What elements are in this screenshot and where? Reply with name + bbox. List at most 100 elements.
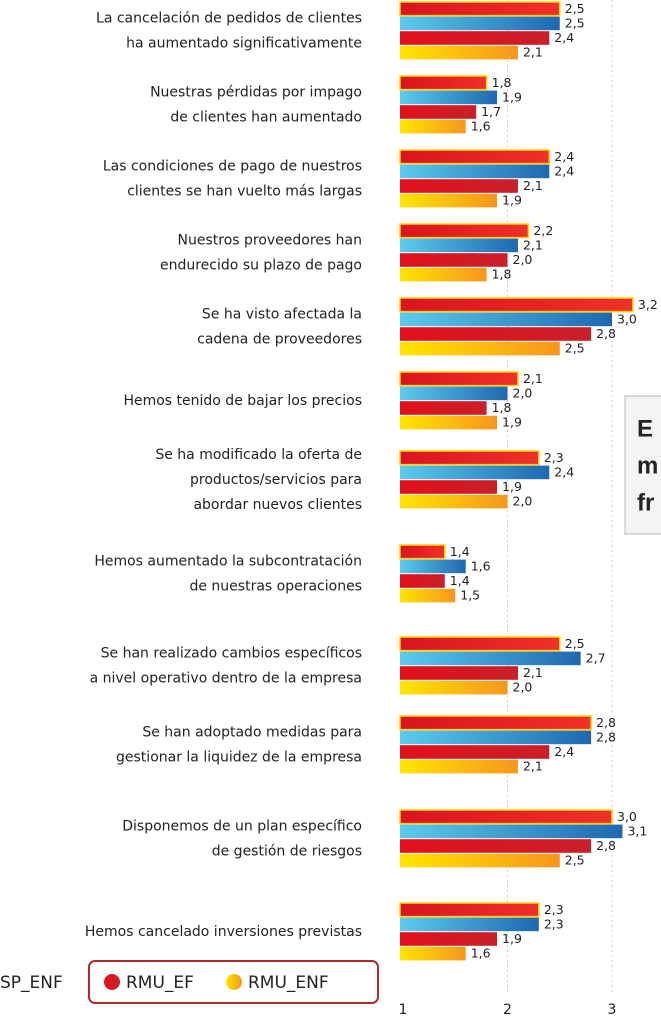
bar bbox=[399, 809, 613, 825]
bar bbox=[400, 917, 539, 932]
bar bbox=[400, 839, 592, 853]
category-label: Hemos cancelado inversiones previstas bbox=[85, 924, 362, 940]
bar bbox=[400, 341, 560, 356]
value-label: 3,2 bbox=[638, 297, 658, 312]
bar bbox=[400, 415, 498, 430]
bar bbox=[400, 745, 550, 759]
x-tick-label: 3 bbox=[608, 1002, 617, 1018]
bar bbox=[400, 946, 466, 961]
annotation-text: fr bbox=[637, 489, 654, 516]
bar bbox=[400, 480, 498, 494]
category-label: La cancelación de pedidos de clientes bbox=[96, 11, 362, 27]
category-label: de clientes han aumentado bbox=[170, 110, 362, 126]
bar bbox=[400, 494, 508, 509]
value-label: 2,5 bbox=[565, 1, 585, 16]
bar bbox=[400, 588, 456, 603]
category-label: a nivel operativo dentro de la empresa bbox=[90, 671, 362, 687]
legend-label: SP_ENF bbox=[0, 973, 63, 993]
legend-label: RMU_EF bbox=[126, 973, 194, 993]
value-label: 1,9 bbox=[502, 479, 522, 494]
bar bbox=[400, 119, 466, 134]
bar bbox=[399, 544, 446, 560]
value-label: 3,1 bbox=[627, 823, 647, 838]
value-label: 2,5 bbox=[565, 853, 585, 868]
value-label: 2,1 bbox=[523, 178, 543, 193]
value-label: 2,4 bbox=[554, 464, 574, 479]
value-label: 1,9 bbox=[502, 931, 522, 946]
value-label: 2,4 bbox=[554, 149, 574, 164]
category-label: de gestión de riesgos bbox=[212, 844, 362, 860]
annotation-text: m bbox=[637, 452, 658, 479]
bar bbox=[400, 651, 581, 666]
category-label: abordar nuevos clientes bbox=[193, 497, 362, 513]
bar bbox=[400, 824, 623, 839]
value-label: 1,7 bbox=[481, 104, 501, 119]
bar bbox=[400, 105, 477, 119]
value-label: 2,3 bbox=[544, 450, 564, 465]
value-label: 2,5 bbox=[565, 15, 585, 30]
bar bbox=[400, 465, 550, 480]
value-label: 2,0 bbox=[513, 494, 533, 509]
value-label: 2,5 bbox=[565, 636, 585, 651]
value-label: 3,0 bbox=[617, 809, 637, 824]
value-label: 1,6 bbox=[471, 946, 491, 961]
bar bbox=[399, 636, 561, 652]
value-label: 2,1 bbox=[523, 759, 543, 774]
annotation-box bbox=[624, 395, 661, 535]
value-label: 2,4 bbox=[554, 744, 574, 759]
bar bbox=[400, 680, 508, 695]
value-label: 1,8 bbox=[492, 75, 512, 90]
bar bbox=[400, 164, 550, 179]
value-label: 1,8 bbox=[492, 400, 512, 415]
bar bbox=[400, 401, 487, 415]
value-label: 2,1 bbox=[523, 45, 543, 60]
bar bbox=[400, 312, 612, 327]
value-label: 1,5 bbox=[460, 588, 480, 603]
category-label: clientes se han vuelto más largas bbox=[127, 184, 362, 200]
value-label: 2,7 bbox=[586, 650, 606, 665]
x-tick-label: 2 bbox=[503, 1002, 512, 1018]
bar bbox=[399, 149, 551, 165]
bar bbox=[400, 666, 518, 680]
bar bbox=[400, 759, 518, 774]
category-label: Las condiciones de pago de nuestros bbox=[103, 159, 362, 175]
category-label: Se ha visto afectada la bbox=[202, 307, 362, 323]
category-label: ha aumentado significativamente bbox=[126, 36, 362, 52]
value-label: 2,8 bbox=[596, 715, 616, 730]
bar bbox=[400, 730, 592, 745]
value-label: 2,4 bbox=[554, 163, 574, 178]
category-label: Nuestras pérdidas por impago bbox=[150, 85, 362, 101]
value-label: 1,8 bbox=[492, 267, 512, 282]
value-label: 2,0 bbox=[513, 680, 533, 695]
category-label: Se han realizado cambios específicos bbox=[101, 646, 362, 662]
value-label: 1,9 bbox=[502, 415, 522, 430]
x-tick-label: 1 bbox=[399, 1002, 408, 1018]
bar bbox=[399, 371, 519, 387]
value-label: 2,0 bbox=[513, 252, 533, 267]
value-label: 2,8 bbox=[596, 838, 616, 853]
bar bbox=[400, 16, 560, 31]
bar bbox=[399, 1, 561, 17]
bar bbox=[399, 450, 540, 466]
value-label: 1,6 bbox=[471, 558, 491, 573]
value-label: 1,6 bbox=[471, 119, 491, 134]
legend-marker bbox=[226, 974, 242, 990]
category-label: endurecido su plazo de pago bbox=[160, 258, 362, 274]
category-label: Hemos tenido de bajar los precios bbox=[123, 393, 362, 409]
bar bbox=[400, 238, 518, 253]
value-label: 3,0 bbox=[617, 311, 637, 326]
bar bbox=[400, 253, 508, 267]
value-label: 2,8 bbox=[596, 729, 616, 744]
bar bbox=[400, 853, 560, 868]
category-label: Se ha modificado la oferta de bbox=[155, 447, 362, 463]
bar bbox=[399, 223, 530, 239]
bar bbox=[399, 715, 592, 731]
value-label: 2,8 bbox=[596, 326, 616, 341]
value-label: 1,4 bbox=[450, 573, 470, 588]
bar bbox=[400, 45, 518, 60]
category-label: Disponemos de un plan específico bbox=[122, 819, 362, 835]
annotation-text: E bbox=[637, 415, 653, 442]
bar bbox=[400, 179, 518, 193]
bar bbox=[400, 932, 498, 946]
